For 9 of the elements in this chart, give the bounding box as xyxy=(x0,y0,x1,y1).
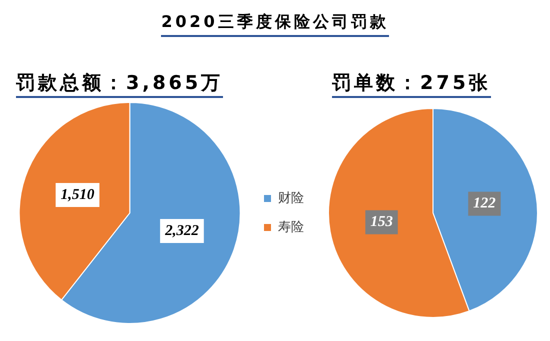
data-label: 2,322 xyxy=(164,222,200,239)
legend-label: 寿险 xyxy=(278,220,304,235)
data-label: 1,510 xyxy=(60,186,95,203)
legend-label: 财险 xyxy=(278,190,304,206)
data-label: 122 xyxy=(473,196,496,212)
chart-subtitle: 罚款总额：3,865万 xyxy=(16,70,224,98)
data-label: 153 xyxy=(370,214,394,230)
chart-subtitle: 罚单数：275张 xyxy=(332,70,491,98)
chart-title: 2020三季度保险公司罚款 xyxy=(161,12,389,37)
